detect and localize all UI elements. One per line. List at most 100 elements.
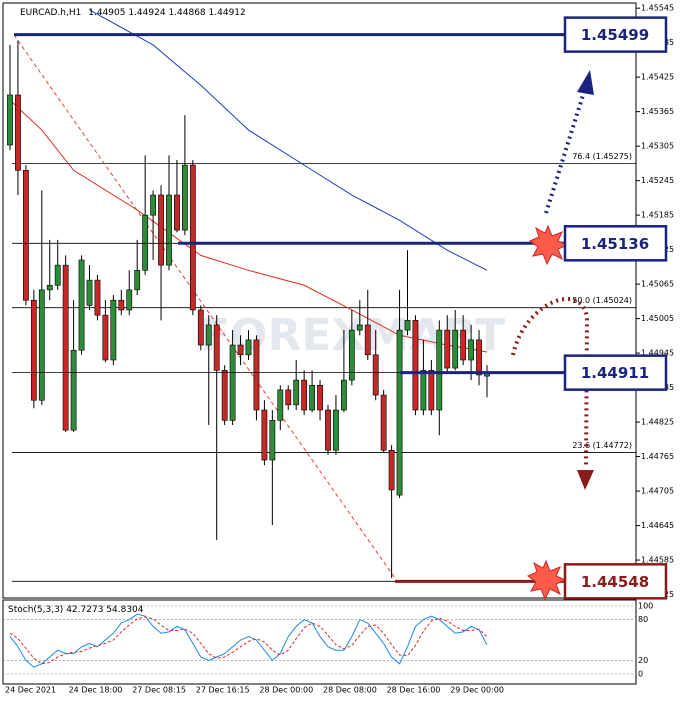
candle-body <box>38 289 45 401</box>
down-arrow <box>511 297 590 469</box>
candle-body <box>174 194 180 231</box>
candle-body <box>468 339 474 361</box>
price-box-label: 1.45499 <box>581 26 649 44</box>
y-tick-label: 1.45365 <box>641 107 674 116</box>
candle-body <box>372 354 379 396</box>
header-open: 1.44905 <box>88 8 125 18</box>
header: EURCAD.h,H1 1.44905 1.44924 1.44868 1.44… <box>20 8 246 18</box>
price-box <box>563 16 668 53</box>
boxes-layer: 1.45499 1.45136 1.44911 1.44548 <box>563 16 668 600</box>
y-tick-label: 1.44825 <box>641 418 674 427</box>
header-close: 1.44912 <box>209 8 246 18</box>
candle-body <box>134 270 141 291</box>
candle-body <box>46 284 53 291</box>
candle-body <box>22 169 29 301</box>
candle-body <box>412 320 419 411</box>
stoch-line <box>9 613 488 668</box>
stoch-tick-label: 0 <box>638 670 643 679</box>
candle-body <box>54 264 61 286</box>
candle-body <box>62 264 69 431</box>
candle-body <box>356 324 363 331</box>
main-frame <box>2 2 637 599</box>
candle-body <box>70 349 77 431</box>
candle-body <box>253 339 260 411</box>
candle-body <box>325 409 331 451</box>
candle-body <box>15 94 21 171</box>
arrows <box>511 70 594 601</box>
candles-layer <box>7 40 490 578</box>
x-tick-label: 28 Dec 00:00 <box>259 686 313 695</box>
stoch-tick-label: 100 <box>638 602 653 611</box>
candle-body <box>269 420 276 461</box>
candle-body <box>94 279 101 316</box>
candle-body <box>364 324 371 356</box>
candle-body <box>277 389 284 421</box>
candle-body <box>404 320 411 331</box>
stoch-d: 54.8304 <box>106 605 143 615</box>
burst <box>527 559 568 601</box>
x-tick-label: 27 Dec 16:15 <box>196 686 250 695</box>
candle-body <box>182 164 188 231</box>
stoch-tick-label: 20 <box>638 656 648 665</box>
candle-body <box>7 94 13 146</box>
stoch-frame <box>2 599 637 685</box>
y-tick-label: 1.45065 <box>641 280 674 289</box>
fib-label: 76.4 (1.45275) <box>572 152 632 161</box>
candle-body <box>30 299 37 401</box>
price-box <box>563 225 668 262</box>
candle-body <box>396 329 403 496</box>
candle-body <box>166 194 172 266</box>
candle-body <box>237 344 244 356</box>
fib-label: 23.6 (1.44772) <box>572 441 632 450</box>
candle-body <box>380 394 387 451</box>
candle-body <box>428 370 435 411</box>
y-tick-label: 1.44705 <box>641 487 674 496</box>
candle-body <box>126 289 133 311</box>
price-box-label: 1.44911 <box>581 364 649 382</box>
candle-body <box>150 194 156 216</box>
candle-body <box>197 309 204 346</box>
x-tick-label: 24 Dec 2021 <box>5 686 56 695</box>
stoch-line <box>9 616 488 665</box>
candle-body <box>348 329 355 381</box>
header-low: 1.44868 <box>168 8 205 18</box>
candle-body <box>444 329 451 369</box>
y-tick-label: 1.44585 <box>641 556 674 565</box>
y-tick-label: 1.44765 <box>641 452 674 461</box>
price-box <box>563 563 668 600</box>
candle-body <box>221 370 228 421</box>
y-tick-label: 1.45245 <box>641 176 674 185</box>
price-box-label: 1.44548 <box>581 573 649 591</box>
burst <box>529 224 570 266</box>
price-box <box>563 354 668 391</box>
y-tick-label: 1.45005 <box>641 314 674 323</box>
candle-body <box>229 344 236 421</box>
candle-body <box>245 339 252 356</box>
candle-body <box>158 194 164 266</box>
stoch-title: Stoch(5,3,3) <box>8 605 63 615</box>
x-tick-label: 29 Dec 00:00 <box>450 686 504 695</box>
candle-body <box>388 449 395 491</box>
candle-body <box>285 389 292 406</box>
stoch-tick-label: 80 <box>638 615 648 624</box>
x-tick-label: 28 Dec 08:00 <box>323 686 377 695</box>
candle-body <box>86 279 93 306</box>
y-tick-label: 1.44645 <box>641 521 674 530</box>
candle-body <box>118 299 125 311</box>
candle-body <box>460 329 467 361</box>
fib-label: 50.0 (1.45024) <box>572 296 632 305</box>
header-high: 1.44924 <box>128 8 165 18</box>
y-tick-label: 1.45185 <box>641 211 674 220</box>
price-box-label: 1.45136 <box>581 235 649 253</box>
moving-average <box>89 9 488 271</box>
candle-body <box>189 164 196 311</box>
candle-body <box>340 379 347 411</box>
stoch-k: 42.7273 <box>66 605 103 615</box>
y-tick-label: 1.44945 <box>641 349 674 358</box>
candle-body <box>213 324 220 371</box>
stoch-header: Stoch(5,3,3) 42.7273 54.8304 <box>8 605 144 615</box>
y-tick-label: 1.45545 <box>641 4 674 13</box>
x-tick-label: 28 Dec 16:00 <box>387 686 441 695</box>
candle-body <box>293 379 300 406</box>
